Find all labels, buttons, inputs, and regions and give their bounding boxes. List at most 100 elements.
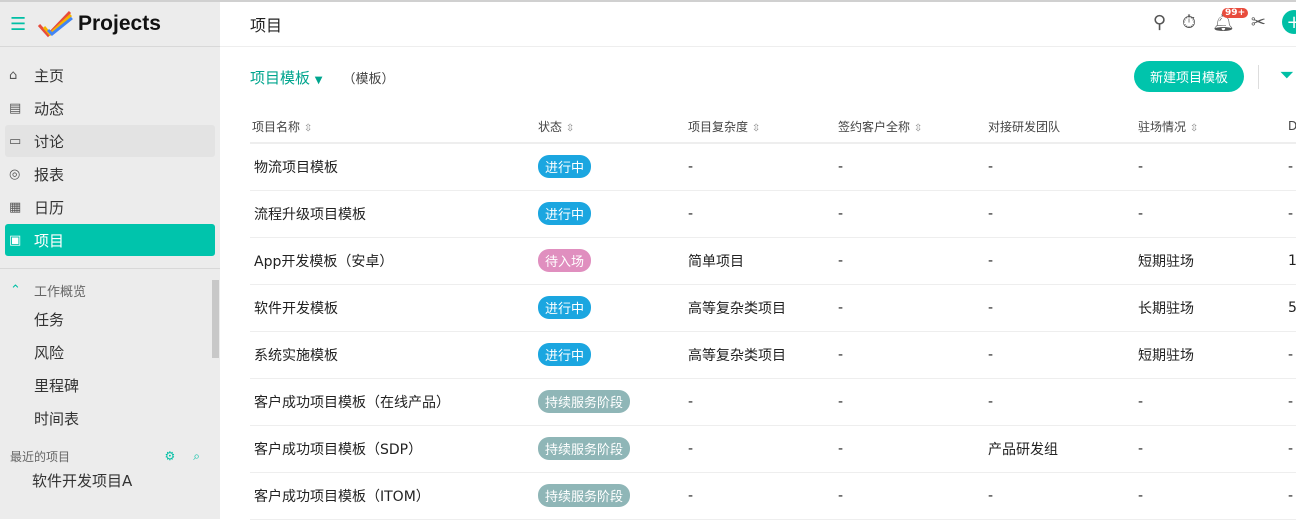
overview-item[interactable]: 风险 <box>34 344 65 362</box>
sidebar-item[interactable]: ⌂ 主页 <box>5 59 215 91</box>
brand-bar: ☰ Projects <box>0 2 220 47</box>
column-header[interactable]: 签约客户全称 ⇳ <box>838 110 988 144</box>
projects-table: 项目名称 ⇳ 状态 ⇳ 项目复杂度 ⇳ 签约客户全称 ⇳ 对接研发团队 驻场情况 ⇳ D 物… <box>250 110 1296 520</box>
sidebar-item[interactable]: ▦ 日历 <box>5 191 215 223</box>
hamburger-icon[interactable]: ☰ <box>10 13 27 35</box>
column-label: 项目复杂度 <box>688 119 749 134</box>
recent-projects-header: 最近的项目 ⚙ ⌕ <box>0 445 220 467</box>
column-header[interactable]: 状态 ⇳ <box>538 110 688 144</box>
tools-icon[interactable]: ✂ <box>1250 11 1266 33</box>
complexity: 高等复杂类项目 <box>688 331 838 379</box>
table-row[interactable]: 物流项目模板 进行中 - - - - - <box>250 143 1296 191</box>
sort-icon[interactable]: ⇳ <box>303 122 313 134</box>
d-value: - <box>1288 425 1296 473</box>
project-name[interactable]: 客户成功项目模板（SDP） <box>250 425 538 473</box>
status-cell: 进行中 <box>538 143 688 191</box>
complexity: - <box>688 472 838 520</box>
complexity: - <box>688 143 838 191</box>
onsite: 短期驻场 <box>1138 331 1288 379</box>
project-name[interactable]: 软件开发模板 <box>250 284 538 332</box>
column-header[interactable]: 对接研发团队 <box>988 110 1138 144</box>
d-value: - <box>1288 378 1296 426</box>
main: 项目 ⚲ ⏱ 🔔︎ 99+ ✂ + 项目模板 ▼ （模板） 新建项目模板 ⏷ 项目… <box>220 0 1296 520</box>
settings-sliders-icon[interactable]: ⚙ <box>164 448 176 463</box>
status-cell: 持续服务阶段 <box>538 378 688 426</box>
client: - <box>838 190 988 238</box>
view-selector[interactable]: 项目模板 ▼ <box>250 67 323 88</box>
client: - <box>838 237 988 285</box>
project-icon: ▣ <box>9 232 22 248</box>
overview-item[interactable]: 里程碑 <box>34 377 80 395</box>
notification-badge: 99+ <box>1222 7 1249 18</box>
add-icon[interactable]: + <box>1282 10 1296 34</box>
sidebar-scrollbar[interactable] <box>212 280 219 358</box>
table-row[interactable]: 软件开发模板 进行中 高等复杂类项目 - - 长期驻场 5 <box>250 284 1296 332</box>
status-badge: 待入场 <box>538 249 592 272</box>
feed-icon: ▤ <box>9 100 22 116</box>
status-cell: 进行中 <box>538 284 688 332</box>
onsite: - <box>1138 190 1288 238</box>
bell-icon[interactable]: 🔔︎ 99+ <box>1212 7 1249 33</box>
new-template-button[interactable]: 新建项目模板 <box>1133 61 1244 92</box>
report-icon: ◎ <box>9 166 21 182</box>
column-header[interactable]: 项目复杂度 ⇳ <box>688 110 838 144</box>
sort-icon[interactable]: ⇳ <box>565 122 575 134</box>
client: - <box>838 143 988 191</box>
status-badge: 进行中 <box>538 202 592 225</box>
d-value: - <box>1288 472 1296 520</box>
table-row[interactable]: 客户成功项目模板（SDP） 持续服务阶段 - - 产品研发组 - - <box>250 425 1296 473</box>
overview-item[interactable]: 时间表 <box>34 410 80 428</box>
project-name[interactable]: App开发模板（安卓） <box>250 237 538 285</box>
column-label: 项目名称 <box>252 119 301 134</box>
calendar-icon: ▦ <box>9 199 22 215</box>
timer-icon[interactable]: ⏱ <box>1182 11 1197 33</box>
column-header[interactable]: D <box>1288 110 1296 144</box>
project-name[interactable]: 物流项目模板 <box>250 143 538 191</box>
onsite: - <box>1138 425 1288 473</box>
sort-icon[interactable]: ⇳ <box>751 122 761 134</box>
sidebar-item-label: 项目 <box>34 231 65 250</box>
team: - <box>988 237 1138 285</box>
column-header[interactable]: 项目名称 ⇳ <box>250 110 538 144</box>
d-value: 5 <box>1288 284 1296 332</box>
d-value: - <box>1288 190 1296 238</box>
overview-section[interactable]: ⌃ 工作概览 <box>0 277 220 303</box>
project-name[interactable]: 系统实施模板 <box>250 331 538 379</box>
table-row[interactable]: 客户成功项目模板（ITOM） 持续服务阶段 - - - - - <box>250 472 1296 520</box>
table-row[interactable]: 客户成功项目模板（在线产品） 持续服务阶段 - - - - - <box>250 378 1296 426</box>
onsite: 短期驻场 <box>1138 237 1288 285</box>
overview-item[interactable]: 任务 <box>34 311 65 329</box>
team: - <box>988 284 1138 332</box>
sidebar-item[interactable]: ▣ 项目 <box>5 224 215 256</box>
sidebar-item-label: 主页 <box>34 66 65 85</box>
sort-icon[interactable]: ⇳ <box>1189 122 1199 134</box>
table-row[interactable]: 系统实施模板 进行中 高等复杂类项目 - - 短期驻场 - <box>250 331 1296 379</box>
complexity: - <box>688 425 838 473</box>
status-badge: 进行中 <box>538 155 592 179</box>
sort-icon[interactable]: ⇳ <box>913 122 923 134</box>
project-name[interactable]: 流程升级项目模板 <box>250 190 538 238</box>
recent-project-item[interactable]: 软件开发项目A <box>32 471 133 490</box>
column-header[interactable]: 驻场情况 ⇳ <box>1138 110 1288 144</box>
sidebar-item[interactable]: ◎ 报表 <box>5 158 215 190</box>
sidebar-item[interactable]: ▭ 讨论 <box>5 125 215 157</box>
status-cell: 持续服务阶段 <box>538 425 688 473</box>
sidebar-item[interactable]: ▤ 动态 <box>5 92 215 124</box>
status-cell: 进行中 <box>538 331 688 379</box>
team: - <box>988 378 1138 426</box>
table-row[interactable]: 流程升级项目模板 进行中 - - - - - <box>250 190 1296 238</box>
status-badge: 进行中 <box>538 343 592 366</box>
table-row[interactable]: App开发模板（安卓） 待入场 简单项目 - - 短期驻场 1 <box>250 237 1296 285</box>
complexity: - <box>688 190 838 238</box>
search-icon[interactable]: ⌕ <box>193 448 200 463</box>
sidebar-item-label: 报表 <box>34 165 65 184</box>
project-name[interactable]: 客户成功项目模板（在线产品） <box>250 378 538 426</box>
search-icon[interactable]: ⚲ <box>1152 11 1166 33</box>
discussion-icon: ▭ <box>9 133 22 149</box>
caret-down-icon: ▼ <box>314 74 323 86</box>
project-name[interactable]: 客户成功项目模板（ITOM） <box>250 472 538 520</box>
complexity: 高等复杂类项目 <box>688 284 838 332</box>
filter-icon[interactable]: ⏷ <box>1279 65 1294 86</box>
sidebar: ☰ Projects ⌂ 主页 ▤ 动态 ▭ 讨论 ◎ 报表 ▦ 日历 ▣ 项目 ⌃ 工作概览 任务风险… <box>0 0 220 519</box>
complexity: 简单项目 <box>688 237 838 285</box>
